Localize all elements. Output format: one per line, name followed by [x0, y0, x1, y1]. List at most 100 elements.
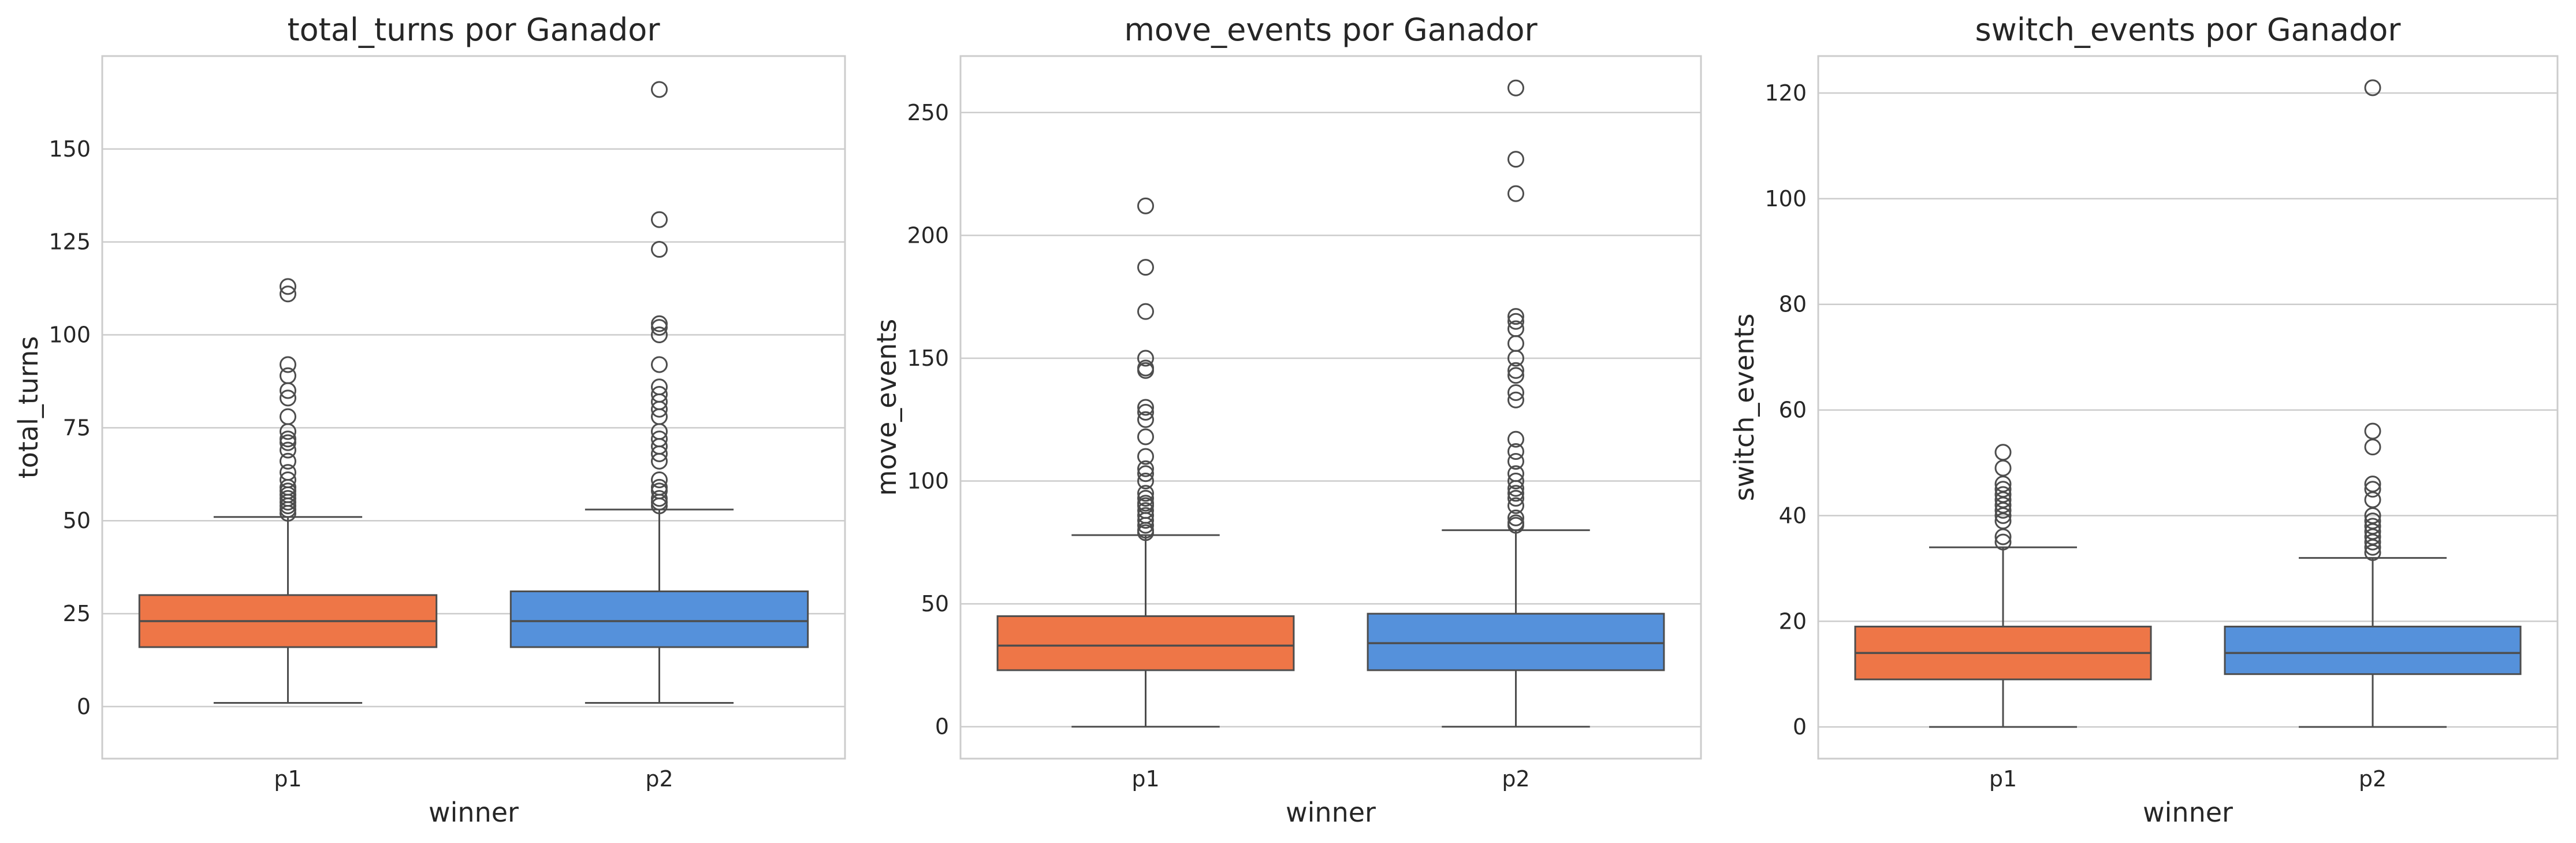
y-tick-label: 100 [1765, 186, 1807, 211]
outlier-point [1137, 399, 1154, 416]
outlier-point [2364, 539, 2381, 556]
outlier-point [651, 445, 668, 462]
outlier-point [280, 493, 296, 511]
y-tick-label: 50 [63, 508, 91, 533]
y-tick-label: 125 [49, 229, 91, 255]
outlier-point [1137, 197, 1154, 214]
chart-title: switch_events por Ganador [1975, 12, 2402, 48]
outlier-point [1137, 362, 1154, 379]
outlier-point [1507, 335, 1524, 352]
outlier-point [2364, 79, 2381, 96]
panel-1: 0 25 50 75 100 125 150 p1 p2 total_turns por Gana… [13, 12, 846, 828]
outlier-point [1137, 411, 1154, 428]
y-tick-label: 75 [63, 415, 91, 440]
chart-title: total_turns por Ganador [287, 12, 660, 48]
outlier-point [651, 471, 668, 488]
outlier-point [651, 400, 668, 418]
outlier-point [2364, 544, 2381, 561]
outlier-point [1507, 473, 1524, 490]
outlier-point [1507, 430, 1524, 448]
y-tick-label: 0 [935, 714, 949, 740]
outlier-point [1507, 384, 1524, 401]
outlier-point [280, 441, 296, 459]
outlier-point [651, 211, 668, 228]
outlier-point [1507, 489, 1524, 507]
outlier-point [1137, 259, 1154, 276]
outlier-point [280, 367, 296, 384]
outlier-point [280, 434, 296, 451]
outlier-point [1994, 528, 2012, 545]
outlier-point [651, 81, 668, 98]
outlier-point [651, 241, 668, 258]
y-axis-label: switch_events [1729, 314, 1760, 502]
outlier-point [280, 356, 296, 373]
y-tick-label: 150 [49, 136, 91, 162]
outlier-point [1507, 185, 1524, 202]
outlier-point [651, 493, 668, 511]
y-tick-label: 120 [1765, 80, 1807, 106]
outlier-point [280, 285, 296, 303]
y-tick-label: 25 [63, 601, 91, 626]
outlier-point [1507, 308, 1524, 325]
outlier-point [1507, 79, 1524, 96]
outlier-point [1137, 428, 1154, 445]
y-tick-label: 200 [907, 222, 949, 248]
outlier-point [1507, 391, 1524, 408]
y-tick-label: 100 [49, 322, 91, 348]
outlier-point [1507, 350, 1524, 367]
outlier-point [1137, 517, 1154, 534]
outlier-point [280, 430, 296, 448]
outlier-point [1507, 485, 1524, 502]
y-tick-label: 40 [1779, 503, 1807, 528]
outlier-point [1137, 460, 1154, 477]
outlier-point [2364, 533, 2381, 551]
outlier-point [1137, 303, 1154, 320]
plot-frame [959, 55, 1702, 760]
outlier-point [1507, 313, 1524, 330]
y-tick-label: 250 [907, 100, 949, 125]
x-tick-label: p2 [645, 766, 673, 792]
outlier-point [1137, 448, 1154, 465]
y-tick-label: 0 [1793, 714, 1807, 740]
outlier-point [651, 490, 668, 507]
outlier-point [1994, 459, 2012, 477]
outlier-point [651, 315, 668, 332]
outlier-point [280, 501, 296, 518]
outlier-point [1994, 507, 2012, 524]
x-axis-label: winner [2143, 797, 2233, 828]
outlier-point [1507, 480, 1524, 497]
outlier-point [280, 497, 296, 514]
iqr-box [2224, 625, 2522, 675]
box-p2 [2224, 79, 2522, 728]
y-tick-label: 100 [907, 469, 949, 494]
outlier-point [1137, 524, 1154, 541]
outlier-point [651, 356, 668, 373]
outlier-point [280, 278, 296, 295]
outlier-point [2364, 439, 2381, 456]
x-tick-label: p2 [2359, 766, 2387, 792]
y-axis-label: move_events [871, 319, 902, 496]
outlier-point [280, 504, 296, 522]
outlier-point [2364, 491, 2381, 508]
outlier-point [1137, 465, 1154, 482]
y-tick-label: 20 [1779, 608, 1807, 634]
chart-title: move_events por Ganador [1124, 12, 1538, 48]
x-tick-label: p2 [1502, 766, 1529, 792]
y-tick-label: 60 [1779, 398, 1807, 423]
outlier-point [651, 326, 668, 344]
plot-frame [1817, 55, 2559, 760]
outlier-point [1507, 362, 1524, 379]
outlier-point [1507, 367, 1524, 384]
outlier-point [1137, 512, 1154, 529]
box-p1 [138, 278, 438, 704]
box-p1 [996, 197, 1295, 728]
outlier-point [2364, 422, 2381, 440]
outlier-point [280, 382, 296, 399]
y-tick-label: 0 [77, 694, 91, 719]
x-tick-label: p1 [1989, 766, 2017, 792]
outlier-point [280, 389, 296, 407]
outlier-point [1137, 404, 1154, 421]
outlier-point [2364, 481, 2381, 498]
x-tick-label: p1 [1131, 766, 1159, 792]
